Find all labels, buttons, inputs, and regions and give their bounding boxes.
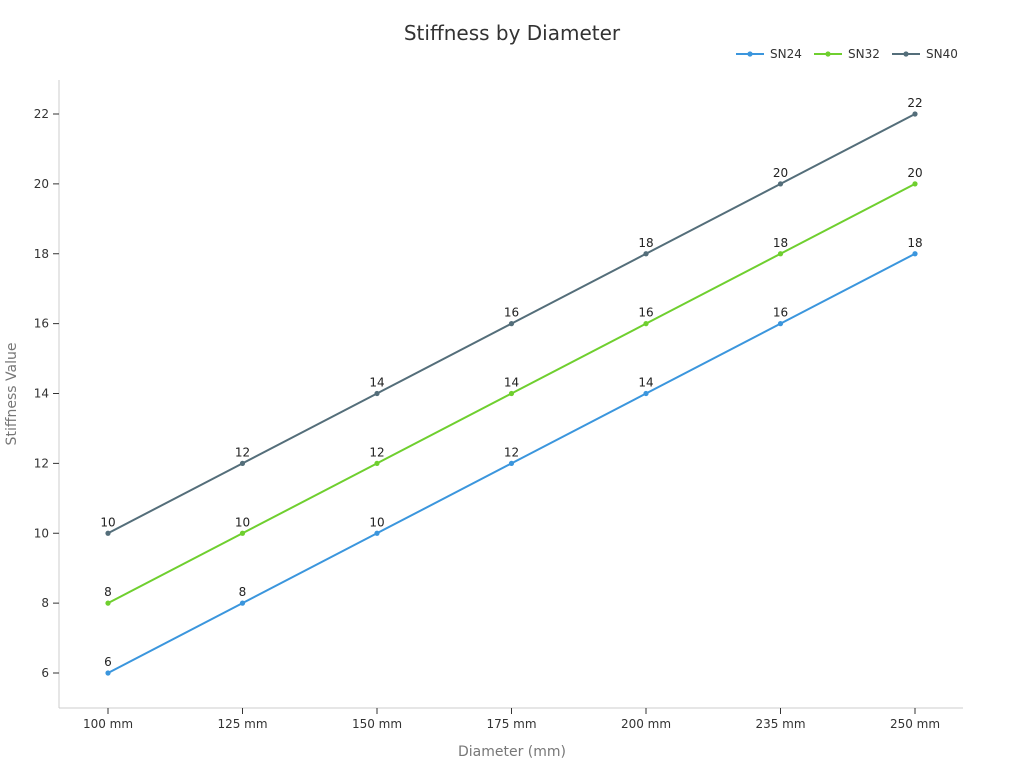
legend-swatch-marker: [825, 51, 831, 57]
data-point[interactable]: [374, 460, 380, 466]
data-point[interactable]: [912, 251, 918, 257]
y-ticks: 6 8 10 12 14 16 18 20 22: [34, 107, 59, 680]
data-label: 18: [773, 236, 788, 250]
series-sn32: 8 10 12 14 16 18 20: [104, 166, 923, 606]
data-point[interactable]: [374, 390, 380, 397]
data-point[interactable]: [777, 251, 784, 257]
legend-item-sn24[interactable]: SN24: [736, 47, 802, 61]
data-label: 18: [907, 236, 922, 250]
data-label: 12: [235, 445, 250, 459]
series-sn24: 6 8 10 12 14 16 18: [104, 236, 923, 676]
data-point[interactable]: [777, 321, 784, 327]
data-label: 6: [104, 655, 112, 669]
x-axis-title: Diameter (mm): [458, 744, 566, 760]
data-label: 10: [100, 515, 115, 529]
legend: SN24 SN32 SN40: [736, 47, 958, 61]
y-tick-label: 18: [34, 247, 49, 261]
y-axis-title: Stiffness Value: [4, 343, 20, 446]
series-sn40: 10 12 14 16 18 20 22: [100, 96, 923, 536]
data-label: 10: [235, 515, 250, 529]
data-label: 12: [504, 445, 519, 459]
legend-swatch-marker: [747, 51, 753, 57]
data-label: 22: [907, 96, 922, 110]
x-tick-label: 125 mm: [217, 717, 267, 731]
data-label: 14: [638, 376, 653, 390]
data-label: 8: [239, 585, 247, 599]
data-label: 14: [369, 376, 384, 390]
y-tick-label: 16: [34, 317, 49, 331]
data-label: 12: [369, 445, 384, 459]
x-tick-label: 175 mm: [486, 717, 536, 731]
y-tick-label: 20: [34, 177, 49, 191]
x-tick-label: 100 mm: [83, 717, 133, 731]
y-tick-label: 14: [34, 387, 49, 401]
y-tick-label: 12: [34, 456, 49, 470]
y-tick-label: 8: [41, 596, 49, 610]
data-point[interactable]: [105, 530, 111, 536]
data-point[interactable]: [912, 111, 918, 117]
legend-item-sn40[interactable]: SN40: [892, 47, 958, 61]
data-point[interactable]: [508, 390, 515, 397]
data-point[interactable]: [239, 530, 246, 536]
y-tick-label: 22: [34, 107, 49, 121]
data-point[interactable]: [777, 181, 784, 187]
data-point[interactable]: [508, 460, 515, 466]
x-tick-label: 200 mm: [621, 717, 671, 731]
data-point[interactable]: [239, 600, 246, 606]
data-point[interactable]: [643, 390, 649, 397]
x-tick-label: 250 mm: [890, 717, 940, 731]
legend-label: SN40: [926, 47, 958, 61]
data-label: 20: [773, 166, 788, 180]
data-label: 14: [504, 376, 519, 390]
y-tick-label: 6: [41, 666, 49, 680]
x-ticks: 100 mm 125 mm 150 mm 175 mm 200 mm 235 mm 250 …: [83, 708, 940, 731]
legend-item-sn32[interactable]: SN32: [814, 47, 880, 61]
chart-title: Stiffness by Diameter: [404, 21, 621, 45]
x-tick-label: 150 mm: [352, 717, 402, 731]
data-label: 10: [369, 515, 384, 529]
data-point[interactable]: [374, 530, 380, 536]
legend-label: SN32: [848, 47, 880, 61]
data-point[interactable]: [643, 251, 649, 257]
data-point[interactable]: [105, 670, 111, 676]
x-tick-label: 235 mm: [755, 717, 805, 731]
data-label: 16: [773, 306, 788, 320]
legend-label: SN24: [770, 47, 802, 61]
data-point[interactable]: [508, 321, 515, 327]
data-label: 8: [104, 585, 112, 599]
legend-swatch-marker: [903, 51, 909, 57]
data-label: 16: [504, 306, 519, 320]
data-point[interactable]: [912, 181, 918, 187]
data-point[interactable]: [239, 460, 246, 466]
y-tick-label: 10: [34, 526, 49, 540]
series-layer: 6 8 10 12 14 16 18 8 10 12 14 16 18 20 10 12 14 16 18 20 22: [100, 96, 923, 676]
data-point[interactable]: [643, 321, 649, 327]
data-label: 20: [907, 166, 922, 180]
data-label: 18: [638, 236, 653, 250]
data-point[interactable]: [105, 600, 111, 606]
data-label: 16: [638, 306, 653, 320]
